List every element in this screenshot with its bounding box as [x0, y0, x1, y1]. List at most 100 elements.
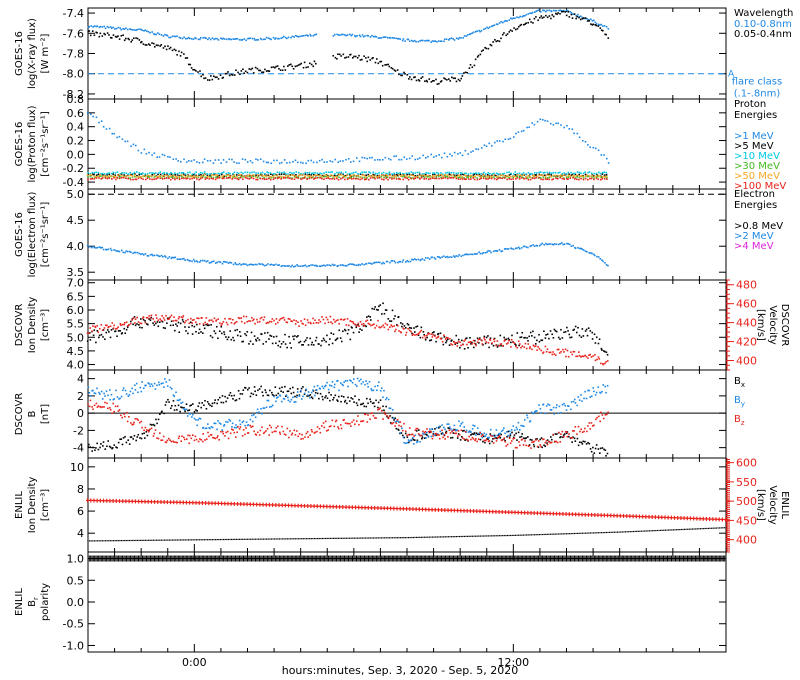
data-point — [89, 175, 92, 178]
data-point — [432, 174, 434, 176]
data-point — [605, 391, 607, 394]
y-tick-label: 0.6 — [67, 107, 85, 120]
data-point — [238, 419, 241, 422]
data-point — [176, 177, 178, 180]
data-point — [205, 37, 207, 39]
data-point — [465, 429, 468, 432]
data-point — [565, 409, 568, 411]
data-point — [199, 171, 202, 174]
data-point — [302, 386, 304, 388]
data-point — [483, 171, 485, 174]
data-point — [362, 402, 365, 405]
data-point — [352, 174, 355, 176]
data-point — [393, 174, 396, 176]
data-point — [183, 257, 185, 260]
data-point — [89, 327, 92, 329]
data-point — [438, 425, 440, 428]
data-point — [340, 382, 342, 384]
data-point — [164, 45, 166, 48]
data-point — [119, 173, 122, 175]
data-point — [519, 436, 521, 438]
data-point — [144, 437, 146, 439]
data-point — [534, 174, 536, 176]
data-point — [603, 350, 606, 353]
data-point — [595, 24, 598, 27]
data-point — [337, 427, 340, 430]
data-point — [399, 421, 402, 423]
data-point — [507, 342, 509, 344]
data-point — [345, 324, 348, 326]
data-point — [551, 333, 553, 336]
data-point — [499, 334, 502, 337]
data-point — [541, 17, 544, 19]
data-point — [337, 426, 339, 428]
data-point — [482, 435, 485, 438]
data-point — [89, 174, 91, 176]
data-point — [267, 161, 270, 164]
data-point — [293, 176, 296, 178]
data-point — [277, 396, 279, 398]
data-point — [406, 436, 409, 438]
data-point — [293, 401, 296, 403]
data-point — [395, 155, 398, 157]
data-point — [271, 174, 274, 176]
data-point — [504, 432, 506, 435]
data-point — [567, 243, 569, 245]
data-point — [423, 431, 426, 434]
data-point — [367, 173, 370, 176]
data-point — [198, 161, 201, 164]
data-point — [488, 440, 491, 442]
data-point — [468, 430, 471, 432]
data-point — [172, 174, 175, 177]
data-point — [151, 175, 153, 178]
data-point — [498, 40, 501, 43]
data-point — [436, 83, 439, 85]
data-point — [325, 177, 328, 180]
data-point — [270, 66, 273, 69]
data-point — [176, 325, 179, 327]
data-point — [277, 264, 279, 266]
data-point — [603, 175, 606, 178]
data-point — [450, 37, 453, 40]
data-point — [156, 437, 158, 439]
data-point — [407, 433, 410, 436]
data-point — [517, 25, 520, 28]
data-point — [104, 448, 107, 450]
data-point — [115, 178, 117, 181]
data-point — [107, 326, 110, 328]
data-point — [174, 35, 177, 38]
data-point — [451, 430, 453, 433]
data-point — [403, 175, 406, 178]
data-point — [563, 402, 565, 405]
data-point — [277, 425, 279, 428]
data-point — [590, 356, 593, 358]
data-point — [198, 178, 200, 181]
data-point — [333, 264, 335, 267]
data-point — [460, 77, 463, 80]
data-point — [515, 344, 517, 347]
data-point — [498, 176, 500, 179]
data-point — [490, 145, 493, 147]
data-point — [123, 175, 125, 178]
data-point — [151, 31, 153, 33]
data-point — [404, 40, 406, 42]
data-point — [104, 540, 107, 542]
data-point — [333, 264, 336, 266]
data-point — [463, 438, 465, 440]
data-point — [123, 28, 126, 30]
data-point — [158, 33, 161, 36]
data-point — [139, 322, 141, 325]
data-point — [214, 178, 217, 181]
data-point — [291, 386, 294, 389]
data-point — [439, 81, 442, 83]
data-point — [435, 174, 438, 177]
data-point — [527, 340, 529, 342]
data-point — [415, 333, 418, 336]
data-point — [517, 16, 520, 19]
data-point — [167, 257, 169, 260]
data-point — [305, 162, 307, 165]
data-point — [188, 412, 191, 415]
data-point — [403, 156, 406, 159]
data-point — [498, 140, 501, 142]
data-point — [546, 177, 549, 179]
